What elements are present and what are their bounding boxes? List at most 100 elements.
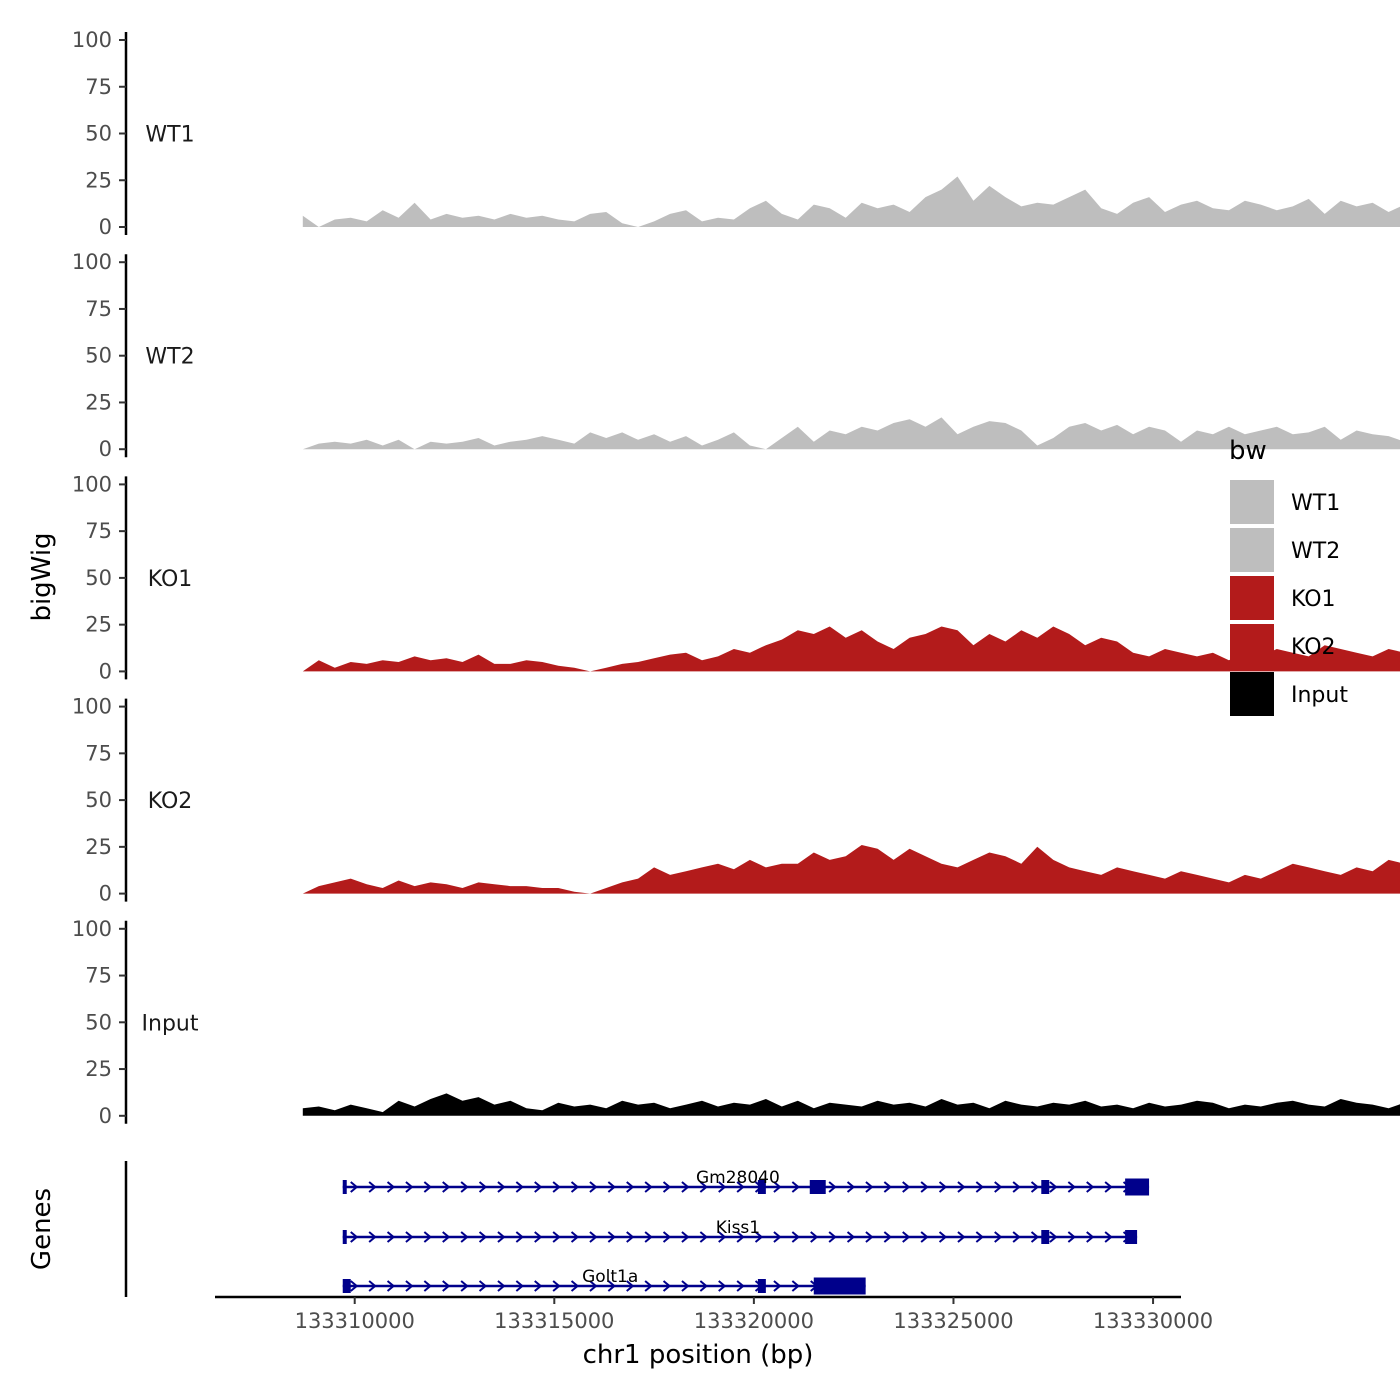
y-tick-label: 25 xyxy=(85,390,112,414)
gene-exon xyxy=(342,1279,351,1293)
strand-arrow xyxy=(699,1181,708,1193)
strand-arrow xyxy=(570,1280,580,1292)
gene-exon xyxy=(1125,1178,1150,1196)
track-label: WT2 xyxy=(145,345,194,370)
strand-arrow xyxy=(1104,1231,1113,1243)
track-wt1: 0 25 50 75 100 WT1 xyxy=(72,28,1400,239)
strand-arrow xyxy=(736,1181,745,1193)
legend-key-ko1 xyxy=(1230,576,1274,620)
strand-arrow xyxy=(497,1280,506,1292)
strand-arrow xyxy=(736,1231,745,1243)
strand-arrow xyxy=(975,1181,984,1193)
x-axis-title: chr1 position (bp) xyxy=(583,1340,814,1370)
coverage-area-wt1 xyxy=(302,176,1400,227)
strand-arrow xyxy=(699,1280,708,1292)
legend-key-wt1 xyxy=(1230,480,1274,524)
strand-arrow xyxy=(938,1181,948,1193)
strand-arrow xyxy=(607,1231,616,1243)
strand-arrow xyxy=(534,1280,543,1292)
strand-arrow xyxy=(405,1181,414,1193)
gene-name-label: Kiss1 xyxy=(716,1218,760,1238)
strand-arrow xyxy=(368,1231,377,1243)
coverage-area-wt2 xyxy=(302,417,1400,450)
y-tick-label: 75 xyxy=(85,964,112,988)
genes-axis-title: Genes xyxy=(27,1188,57,1270)
strand-arrow xyxy=(552,1181,561,1193)
strand-arrow xyxy=(442,1231,451,1243)
y-tick-label: 0 xyxy=(99,437,112,461)
y-tick-label: 50 xyxy=(85,566,112,590)
strand-arrow xyxy=(994,1231,1003,1243)
strand-arrow xyxy=(350,1231,359,1243)
strand-arrow xyxy=(534,1231,543,1243)
y-tick-label: 25 xyxy=(85,613,112,637)
strand-arrow xyxy=(368,1181,377,1193)
strand-arrow xyxy=(920,1231,929,1243)
x-tick-label: 133330000 xyxy=(1093,1309,1213,1333)
strand-arrow xyxy=(902,1181,911,1193)
y-tick-label: 75 xyxy=(85,75,112,99)
x-tick-label: 133320000 xyxy=(694,1309,814,1333)
y-tick-label: 0 xyxy=(99,659,112,683)
strand-arrow xyxy=(589,1181,598,1193)
legend-label: WT1 xyxy=(1291,491,1340,516)
strand-arrow xyxy=(460,1231,469,1243)
y-tick-label: 100 xyxy=(72,695,112,719)
legend-label: KO2 xyxy=(1291,635,1336,660)
coverage-area-ko2 xyxy=(302,845,1400,894)
strand-arrow xyxy=(773,1231,782,1243)
strand-arrow xyxy=(515,1181,524,1193)
gene-name-label: Golt1a xyxy=(582,1267,638,1287)
track-label: KO1 xyxy=(148,567,193,592)
track-ko1: 0 25 50 75 100 KO1 xyxy=(72,472,1400,683)
legend: bw WT1 WT2 KO1 KO2 Input xyxy=(1229,436,1348,716)
strand-arrow xyxy=(662,1181,672,1193)
gene-exon xyxy=(1125,1230,1138,1244)
y-tick-label: 100 xyxy=(72,28,112,52)
gene-exon xyxy=(1041,1180,1050,1194)
y-tick-label: 100 xyxy=(72,472,112,496)
y-tick-label: 50 xyxy=(85,1010,112,1034)
y-tick-label: 50 xyxy=(85,344,112,368)
legend-label: Input xyxy=(1291,683,1348,708)
y-tick-label: 25 xyxy=(85,835,112,859)
strand-arrow xyxy=(902,1231,911,1243)
y-tick-label: 75 xyxy=(85,297,112,321)
strand-arrow xyxy=(810,1231,819,1243)
x-tick-label: 133310000 xyxy=(295,1309,415,1333)
y-tick-label: 0 xyxy=(99,1104,112,1128)
strand-arrow xyxy=(718,1181,727,1193)
coverage-area-input xyxy=(302,1093,1400,1116)
strand-arrow xyxy=(405,1280,414,1292)
strand-arrow xyxy=(423,1280,432,1292)
strand-arrow xyxy=(773,1280,782,1292)
strand-arrow xyxy=(423,1231,432,1243)
legend-title: bw xyxy=(1229,436,1267,466)
strand-arrow xyxy=(1049,1231,1058,1243)
legend-label: KO1 xyxy=(1291,587,1336,612)
strand-arrow xyxy=(515,1280,524,1292)
strand-arrow xyxy=(442,1280,451,1292)
strand-arrow xyxy=(718,1231,727,1243)
strand-arrow xyxy=(1012,1181,1021,1193)
gene-exon xyxy=(809,1180,826,1194)
strand-arrow xyxy=(607,1280,616,1292)
track-label: WT1 xyxy=(145,123,194,148)
strand-arrow xyxy=(350,1280,359,1292)
strand-arrow xyxy=(423,1181,432,1193)
x-tick-label: 133325000 xyxy=(893,1309,1013,1333)
strand-arrow xyxy=(975,1231,984,1243)
strand-arrow xyxy=(773,1181,782,1193)
y-tick-label: 0 xyxy=(99,215,112,239)
strand-arrow xyxy=(589,1231,598,1243)
strand-arrow xyxy=(699,1231,708,1243)
y-tick-label: 75 xyxy=(85,741,112,765)
strand-arrow xyxy=(368,1280,377,1292)
y-tick-label: 50 xyxy=(85,788,112,812)
strand-arrow xyxy=(938,1231,948,1243)
strand-arrow xyxy=(386,1231,396,1243)
y-tick-label: 75 xyxy=(85,519,112,543)
strand-arrow xyxy=(681,1181,690,1193)
strand-arrow xyxy=(846,1231,856,1243)
